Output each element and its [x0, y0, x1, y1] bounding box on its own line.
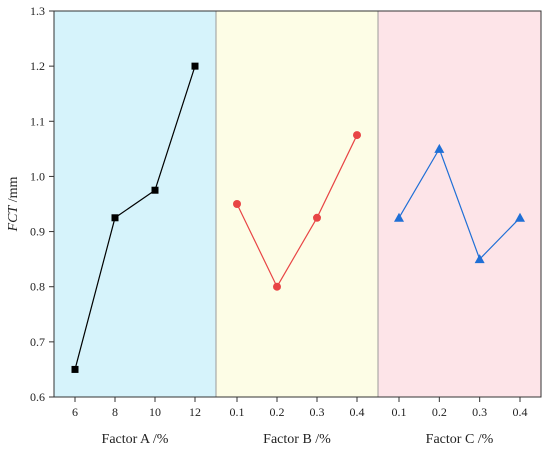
series-2: [233, 131, 361, 291]
x-axis-title-3: Factor C /%: [426, 432, 494, 447]
x-tick-label: 6: [72, 405, 78, 419]
data-point: [353, 131, 361, 140]
x-axis-title-1: Factor A /%: [102, 432, 169, 447]
x-tick-label: 0.1: [392, 405, 407, 419]
data-point: [434, 143, 445, 153]
panel-backgrounds: [54, 11, 541, 397]
x-tick-label: 12: [189, 405, 201, 419]
y-tick-label: 0.9: [30, 225, 45, 239]
panel-background-2: [216, 11, 378, 397]
x-tick-label: 8: [112, 405, 118, 419]
x-tick-label: 0.2: [270, 405, 285, 419]
x-tick-label: 0.4: [350, 405, 365, 419]
series-1: [71, 62, 199, 373]
data-point: [273, 282, 281, 291]
x-tick-label: 0.4: [513, 405, 528, 419]
x-tick-label: 0.3: [472, 405, 487, 419]
panel-separators: [215, 11, 379, 397]
x-tick-label: 0.2: [432, 405, 447, 419]
data-point: [394, 212, 404, 222]
data-point: [71, 365, 79, 373]
x-axes: 6 8 10 12 Factor A /% 0.1 0.2 0.3 0.4 Factor B /%…: [72, 397, 528, 447]
plot-frame: [53, 10, 542, 398]
x-tick-label: 10: [149, 405, 161, 419]
data-point: [515, 212, 525, 222]
y-axis-title: FCT /mm: [6, 176, 21, 232]
x-tick-label: 0.3: [310, 405, 325, 419]
y-tick-label: 0.7: [30, 335, 45, 349]
y-tick-label: 1.3: [30, 4, 45, 18]
x-tick-label: 0.1: [230, 405, 245, 419]
series-group: [71, 62, 525, 373]
data-point: [233, 200, 241, 208]
data-point: [191, 62, 199, 70]
series-line: [74, 65, 196, 370]
data-point: [151, 186, 159, 194]
series-line: [398, 147, 521, 261]
series-3: [394, 143, 525, 264]
y-tick-label: 1.1: [30, 114, 45, 128]
y-tick-label: 0.8: [30, 280, 45, 294]
y-tick-label: 0.6: [30, 390, 45, 404]
data-point: [474, 254, 485, 264]
y-axis: 0.6 0.7 0.8 0.9 1.0 1.1 1.2 1.3: [30, 4, 54, 404]
y-tick-label: 1.0: [30, 169, 45, 183]
y-axis-title-symbol: FCT: [6, 205, 21, 233]
y-tick-label: 1.2: [30, 59, 45, 73]
y-axis-title-unit: /mm: [6, 176, 21, 205]
x-axis-title-2: Factor B /%: [263, 432, 331, 447]
data-point: [111, 214, 119, 222]
series-line: [236, 134, 358, 288]
data-point: [313, 213, 321, 222]
